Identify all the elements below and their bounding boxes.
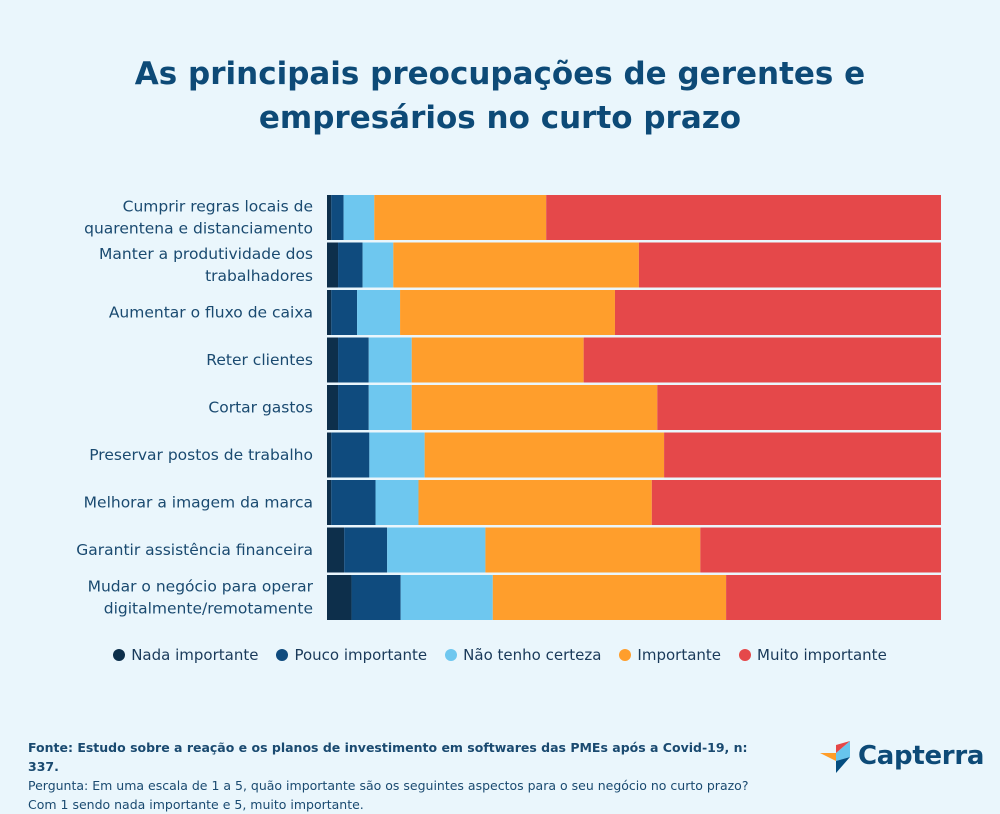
- bar-segment-importante-1: [393, 242, 639, 288]
- bar-segment-nao-tenho-certeza-1: [362, 242, 394, 288]
- bar-segment-nada-importante-3: [327, 337, 339, 383]
- legend-swatch-importante: [619, 649, 632, 661]
- bar-segment-muito-importante-6: [651, 480, 941, 525]
- category-label: Cumprir regras locais de quarentena e dis…: [84, 198, 313, 238]
- bar-segment-importante-0: [374, 195, 547, 240]
- legend-item-nao-tenho-certeza: Não tenho certeza: [445, 646, 601, 664]
- category-label: Manter a produtividade dos trabalhadores: [99, 245, 313, 285]
- bar-segment-importante-8: [492, 575, 727, 620]
- bar-segment-nao-tenho-certeza-8: [400, 575, 493, 620]
- category-label: Garantir assistência financeira: [76, 541, 313, 559]
- bar-segment-nao-tenho-certeza-7: [387, 527, 486, 573]
- category-label-line: Mudar o negócio para operar: [88, 578, 314, 596]
- bar-segment-nao-tenho-certeza-6: [375, 480, 419, 525]
- bar-segment-pouco-importante-4: [338, 385, 369, 430]
- chart-footer: Fonte: Estudo sobre a reação e os planos…: [28, 738, 768, 814]
- bar-segment-importante-5: [424, 432, 665, 478]
- bar-segment-muito-importante-7: [700, 527, 941, 573]
- legend-label: Importante: [637, 646, 722, 664]
- bar-segment-nada-importante-1: [327, 242, 339, 288]
- category-label: Cortar gastos: [208, 399, 313, 417]
- bar-segment-pouco-importante-8: [351, 575, 401, 620]
- bar-segment-nao-tenho-certeza-4: [368, 385, 412, 430]
- bar-segment-nao-tenho-certeza-3: [368, 337, 412, 383]
- legend-item-muito-importante: Muito importante: [739, 646, 887, 664]
- bar-segment-pouco-importante-2: [331, 290, 358, 335]
- category-label-line: digitalmente/remotamente: [104, 600, 313, 618]
- bar-segment-muito-importante-4: [657, 385, 941, 430]
- category-label: Aumentar o fluxo de caixa: [109, 304, 313, 322]
- bar-segment-nada-importante-8: [327, 575, 352, 620]
- capterra-logo-text: Capterra: [858, 741, 985, 771]
- category-label-line: Cumprir regras locais de: [123, 198, 313, 216]
- bar-segment-nao-tenho-certeza-0: [343, 195, 375, 240]
- bar-segment-nao-tenho-certeza-5: [369, 432, 425, 478]
- bar-segment-importante-6: [418, 480, 652, 525]
- category-label-line: Reter clientes: [206, 351, 313, 369]
- bar-segment-muito-importante-2: [614, 290, 941, 335]
- bar-segment-nada-importante-6: [327, 480, 332, 525]
- bar-segment-nada-importante-4: [327, 385, 339, 430]
- bar-segment-importante-7: [485, 527, 701, 573]
- capterra-logo: Capterra: [820, 738, 984, 774]
- capterra-arrow-icon: [820, 741, 850, 773]
- bar-segment-muito-importante-3: [583, 337, 941, 383]
- bar-segment-importante-4: [411, 385, 658, 430]
- chart-title-line-1: As principais preocupações de gerentes e: [134, 56, 866, 92]
- chart-title: As principais preocupações de gerentes e…: [0, 52, 1000, 140]
- legend-swatch-nada-importante: [113, 649, 126, 661]
- category-label: Melhorar a imagem da marca: [84, 494, 313, 512]
- footer-source: Fonte: Estudo sobre a reação e os planos…: [28, 740, 748, 774]
- footer-note: Com 1 sendo nada importante e 5, muito i…: [28, 797, 364, 812]
- legend-swatch-pouco-importante: [276, 649, 289, 661]
- bar-segment-pouco-importante-0: [331, 195, 344, 240]
- bar-segment-nada-importante-0: [327, 195, 332, 240]
- category-label-line: Aumentar o fluxo de caixa: [109, 304, 313, 322]
- legend-swatch-muito-importante: [739, 649, 752, 661]
- category-label-line: Melhorar a imagem da marca: [84, 494, 313, 512]
- category-label-line: Preservar postos de trabalho: [89, 446, 313, 464]
- category-label: Preservar postos de trabalho: [89, 446, 313, 464]
- bar-segment-pouco-importante-3: [338, 337, 369, 383]
- chart-legend: Nada importante Pouco importante Não ten…: [0, 646, 1000, 664]
- bar-segment-muito-importante-5: [664, 432, 941, 478]
- bar-segment-importante-2: [400, 290, 615, 335]
- category-label: Mudar o negócio para operar digitalmente/…: [88, 578, 314, 618]
- footer-question: Pergunta: Em uma escala de 1 a 5, quão i…: [28, 778, 749, 793]
- legend-label: Não tenho certeza: [463, 646, 602, 664]
- category-label: Reter clientes: [206, 351, 313, 369]
- bar-segment-nada-importante-5: [327, 432, 332, 478]
- bar-segment-muito-importante-1: [638, 242, 941, 288]
- legend-item-nada-importante: Nada importante: [113, 646, 258, 664]
- chart-title-line-2: empresários no curto prazo: [258, 100, 742, 136]
- bar-segment-pouco-importante-1: [338, 242, 363, 288]
- category-label-line: Garantir assistência financeira: [76, 541, 313, 559]
- bar-segment-nada-importante-2: [327, 290, 332, 335]
- legend-item-pouco-importante: Pouco importante: [276, 646, 427, 664]
- legend-swatch-nao-tenho-certeza: [445, 649, 458, 661]
- bar-segment-pouco-importante-6: [331, 480, 376, 525]
- category-label-line: quarentena e distanciamento: [84, 220, 313, 238]
- bar-segment-muito-importante-8: [726, 575, 941, 620]
- bar-segment-nada-importante-7: [327, 527, 345, 573]
- legend-item-importante: Importante: [619, 646, 721, 664]
- legend-label: Muito importante: [757, 646, 887, 664]
- category-label-line: trabalhadores: [205, 267, 313, 285]
- bar-segment-pouco-importante-7: [344, 527, 388, 573]
- bar-segment-muito-importante-0: [546, 195, 941, 240]
- stacked-bar-chart: Cumprir regras locais de quarentena e dis…: [76, 195, 941, 620]
- legend-label: Nada importante: [131, 646, 259, 664]
- bar-segment-nao-tenho-certeza-2: [357, 290, 401, 335]
- legend-label: Pouco importante: [294, 646, 428, 664]
- category-label-line: Manter a produtividade dos: [99, 245, 313, 263]
- bar-segment-pouco-importante-5: [331, 432, 370, 478]
- bar-segment-importante-3: [411, 337, 584, 383]
- category-label-line: Cortar gastos: [208, 399, 313, 417]
